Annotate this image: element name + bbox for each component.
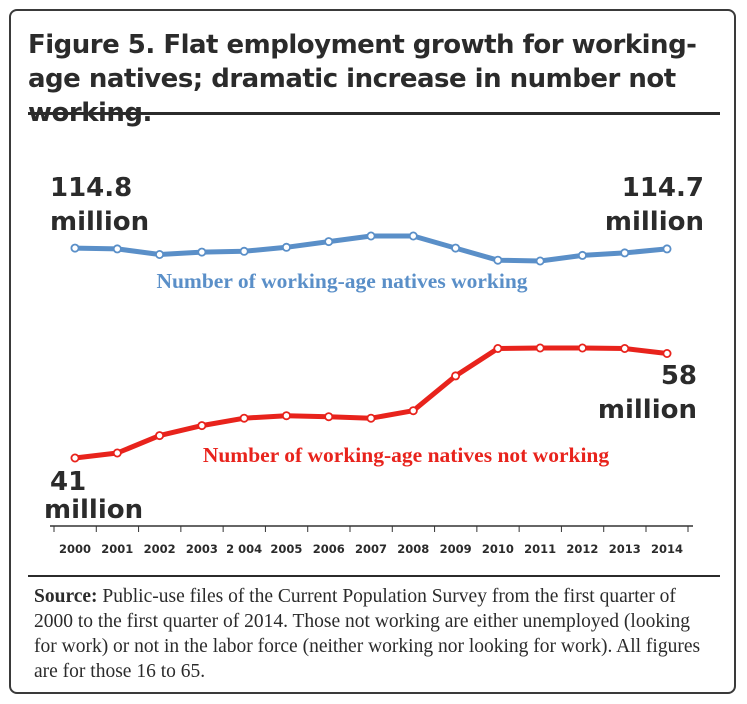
title-divider: [28, 112, 720, 115]
working-data-point: [366, 231, 376, 241]
not-working-data-point: [451, 371, 461, 381]
x-tick-label: 2007: [355, 542, 387, 556]
source-text: Public-use files of the Current Populati…: [34, 586, 701, 682]
figure-title: Figure 5. Flat employment growth for wor…: [28, 30, 697, 128]
x-tick-label: 2013: [609, 542, 641, 556]
figure-frame: [9, 9, 736, 694]
working-data-point: [408, 231, 418, 241]
source-divider: [28, 575, 720, 577]
x-tick-label: 2001: [101, 542, 133, 556]
working-data-point: [239, 246, 249, 256]
x-tick-label: 2010: [482, 542, 514, 556]
value-annotation: million: [605, 207, 704, 237]
working-data-point: [70, 243, 80, 253]
not-working-data-point: [197, 421, 207, 431]
x-tick-label: 2003: [186, 542, 218, 556]
value-annotation: million: [44, 495, 143, 525]
not-working-data-point: [408, 406, 418, 416]
not-working-data-point: [620, 343, 630, 353]
not-working-data-point: [366, 413, 376, 423]
x-tick-label: 2005: [270, 542, 302, 556]
value-annotation: 114.7: [622, 173, 704, 203]
value-annotation: million: [50, 207, 149, 237]
working-data-point: [535, 256, 545, 266]
not-working-data-point: [662, 348, 672, 358]
not-working-data-point: [577, 343, 587, 353]
line-chart: 2000 2001 2002 2003 2 004 2005 2006 2007 2008 200…: [44, 173, 704, 556]
value-annotation: 114.8: [50, 173, 132, 203]
not-working-data-point: [535, 343, 545, 353]
value-annotation: 41: [50, 467, 86, 497]
working-data-point: [197, 247, 207, 257]
x-tick-label: 2006: [313, 542, 345, 556]
not-working-data-point: [493, 343, 503, 353]
working-data-point: [493, 255, 503, 265]
working-data-point: [112, 244, 122, 254]
working-data-point: [155, 249, 165, 259]
value-annotation: million: [598, 395, 697, 425]
x-tick-label: 2014: [651, 542, 683, 556]
x-tick-label: 2008: [397, 542, 429, 556]
x-tick-label: 2000: [59, 542, 91, 556]
working-data-point: [620, 248, 630, 258]
not-working-data-point: [281, 411, 291, 421]
not-working-data-point: [112, 448, 122, 458]
not-working-data-point: [239, 413, 249, 423]
not-working-data-point: [324, 412, 334, 422]
not-working-series-label: Number of working-age natives not workin…: [203, 443, 610, 467]
x-tick-label: 2009: [440, 542, 472, 556]
not-working-series-line: [72, 345, 670, 461]
x-tick-label: 2011: [524, 542, 556, 556]
x-tick-label: 2002: [144, 542, 176, 556]
source-label: Source:: [34, 586, 98, 607]
x-tick-label: 2 004: [226, 542, 262, 556]
working-data-point: [577, 250, 587, 260]
not-working-data-point: [155, 431, 165, 441]
working-data-point: [451, 243, 461, 253]
working-data-point: [281, 242, 291, 252]
working-data-point: [324, 237, 334, 247]
value-annotation: 58: [661, 361, 697, 391]
not-working-data-point: [70, 453, 80, 463]
working-data-point: [662, 244, 672, 254]
working-series-label: Number of working-age natives working: [156, 269, 527, 293]
x-tick-label: 2012: [566, 542, 598, 556]
source-note: Source: Public-use files of the Current …: [34, 584, 714, 684]
